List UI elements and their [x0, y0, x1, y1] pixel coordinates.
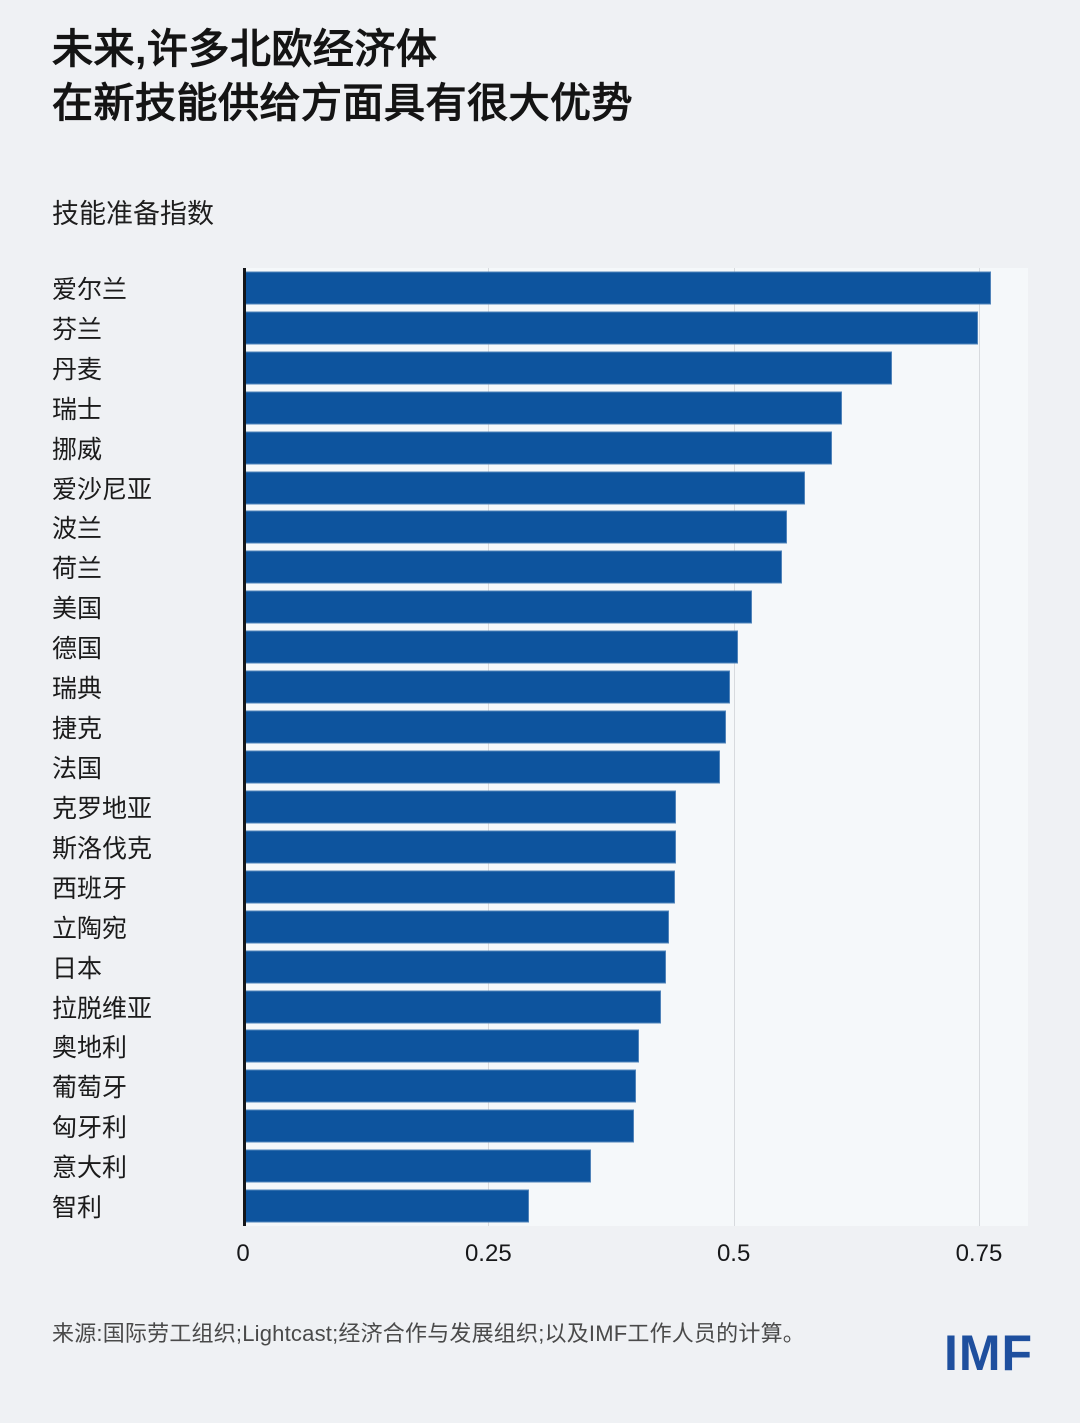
bar [243, 670, 730, 704]
country-label: 爱沙尼亚 [52, 475, 153, 504]
bar [243, 1189, 529, 1223]
bar-row: 瑞典 [52, 667, 1028, 707]
bar-row: 斯洛伐克 [52, 827, 1028, 867]
bar [243, 750, 720, 784]
bar-row: 丹麦 [52, 348, 1028, 388]
country-label: 爱尔兰 [52, 275, 128, 304]
bar-row: 克罗地亚 [52, 787, 1028, 827]
bar [243, 1029, 640, 1063]
chart-subtitle: 技能准备指数 [52, 199, 214, 229]
bar-row: 拉脱维亚 [52, 987, 1028, 1027]
bar [243, 311, 978, 345]
country-label: 挪威 [52, 435, 103, 464]
country-label: 捷克 [52, 715, 103, 744]
bar [243, 630, 738, 664]
country-label: 奥地利 [52, 1034, 128, 1063]
gridline [978, 268, 980, 1226]
bar-row: 葡萄牙 [52, 1066, 1028, 1106]
bar-row: 匈牙利 [52, 1106, 1028, 1146]
x-tick-label: 0.5 [716, 1240, 751, 1267]
y-axis-line [243, 268, 246, 1226]
bar [243, 990, 661, 1024]
country-label: 斯洛伐克 [52, 834, 153, 863]
bar [243, 510, 787, 544]
bar [243, 870, 675, 904]
bar-row: 爱尔兰 [52, 268, 1028, 308]
bar [243, 710, 726, 744]
bar-row: 芬兰 [52, 308, 1028, 348]
plot-area: 爱尔兰芬兰丹麦瑞士挪威爱沙尼亚波兰荷兰美国德国瑞典捷克法国克罗地亚斯洛伐克西班牙… [52, 268, 1028, 1226]
bar [243, 550, 782, 584]
bar-row: 捷克 [52, 707, 1028, 747]
bar [243, 790, 676, 824]
country-label: 瑞士 [52, 395, 103, 424]
country-label: 意大利 [52, 1154, 128, 1183]
country-label: 德国 [52, 635, 103, 664]
country-label: 克罗地亚 [52, 794, 153, 823]
bar [243, 950, 666, 984]
country-label: 美国 [52, 595, 103, 624]
x-tick-label: 0.25 [464, 1240, 512, 1267]
bar [243, 431, 832, 465]
chart-title-line1: 未来,许多北欧经济体 [52, 26, 438, 72]
bar [243, 1149, 592, 1183]
source-note: 来源:国际劳工组织;Lightcast;经济合作与发展组织;以及IMF工作人员的… [52, 1321, 805, 1346]
bar [243, 590, 753, 624]
country-label: 瑞典 [52, 675, 103, 704]
bar [243, 910, 669, 944]
bar [243, 391, 842, 425]
bar [243, 351, 892, 385]
bar [243, 1109, 634, 1143]
country-label: 葡萄牙 [52, 1074, 128, 1103]
gridline [488, 268, 490, 1226]
bar [243, 471, 806, 505]
bar-row: 爱沙尼亚 [52, 468, 1028, 508]
bar-row: 意大利 [52, 1146, 1028, 1186]
chart-title: 未来,许多北欧经济体在新技能供给方面具有很大优势 [52, 22, 633, 130]
bar-row: 西班牙 [52, 867, 1028, 907]
country-label: 匈牙利 [52, 1114, 128, 1143]
x-axis: 0 0.25 0.5 0.75 [236, 1240, 1028, 1272]
bar-row: 日本 [52, 947, 1028, 987]
bar-row: 立陶宛 [52, 907, 1028, 947]
bar [243, 1069, 636, 1103]
country-label: 立陶宛 [52, 914, 128, 943]
bar [243, 271, 991, 305]
imf-logo: IMF [944, 1325, 1034, 1381]
bar-row: 智利 [52, 1186, 1028, 1226]
x-tick-label: 0.75 [955, 1240, 1003, 1267]
country-label: 波兰 [52, 515, 103, 544]
country-label: 日本 [52, 954, 103, 983]
bar-row: 荷兰 [52, 547, 1028, 587]
bar-row: 波兰 [52, 508, 1028, 548]
country-label: 荷兰 [52, 555, 103, 584]
country-label: 拉脱维亚 [52, 994, 153, 1023]
bar-rows: 爱尔兰芬兰丹麦瑞士挪威爱沙尼亚波兰荷兰美国德国瑞典捷克法国克罗地亚斯洛伐克西班牙… [52, 268, 1028, 1226]
bar-row: 法国 [52, 747, 1028, 787]
bar-row: 瑞士 [52, 388, 1028, 428]
country-label: 智利 [52, 1194, 103, 1223]
bar-row: 德国 [52, 627, 1028, 667]
gridline [733, 268, 735, 1226]
country-label: 丹麦 [52, 355, 103, 384]
bar-row: 奥地利 [52, 1027, 1028, 1067]
country-label: 西班牙 [52, 874, 128, 903]
chart-title-line2: 在新技能供给方面具有很大优势 [52, 80, 633, 127]
bar-row: 挪威 [52, 428, 1028, 468]
bar-row: 美国 [52, 587, 1028, 627]
x-tick-label: 0 [236, 1240, 250, 1267]
country-label: 法国 [52, 755, 103, 784]
country-label: 芬兰 [52, 315, 103, 344]
bar [243, 830, 676, 864]
